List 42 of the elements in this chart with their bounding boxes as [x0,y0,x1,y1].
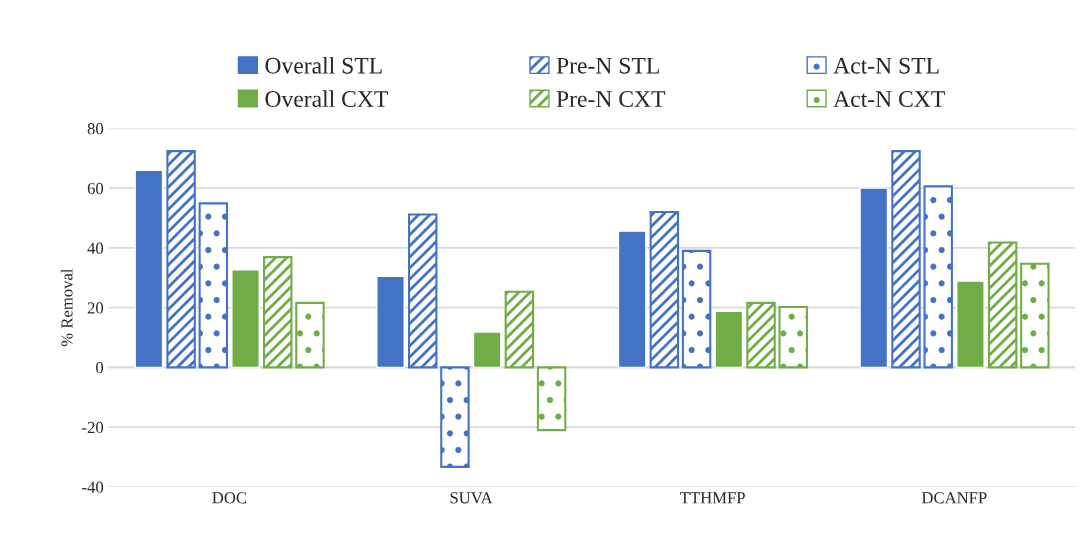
bar [472,331,502,369]
legend-label: Act-N STL [833,57,939,74]
bar [134,169,164,369]
bar [778,305,808,369]
bar [536,366,567,432]
bar [681,249,712,369]
bar [263,256,293,369]
bar [987,241,1018,369]
bar [166,150,196,369]
y-tick-label: -20 [82,421,104,434]
legend-label: Pre-N STL [556,57,659,74]
bar [956,280,985,369]
y-tick-label: 0 [96,362,104,374]
x-tick-label: DOC [212,492,247,504]
bar [923,185,953,369]
y-tick-label: 20 [87,302,104,314]
y-tick-label: 60 [87,182,104,195]
bar [617,230,647,369]
y-tick-label: 40 [87,242,104,254]
x-tick-label: SUVA [450,492,493,504]
y-tick-label: -40 [82,481,104,493]
x-tick-label: DCANFP [921,492,987,504]
legend-label: Pre-N CXT [556,91,666,107]
bar [1020,262,1050,369]
bar [891,150,921,369]
bar [376,275,405,369]
bar [440,366,470,468]
legend-label: Act-N CXT [833,91,945,107]
bar [407,213,438,369]
legend-label: Overall STL [265,57,382,74]
bar [746,301,776,369]
bar [231,268,260,369]
y-axis-title: % Removal [60,268,73,347]
bar [198,202,229,369]
bar [295,301,325,369]
bar [504,290,535,369]
y-tick-label: 80 [87,123,104,135]
bar [859,187,889,369]
x-tick-label: TTHMFP [680,492,745,504]
bar [714,310,744,369]
legend-label: Overall CXT [265,90,388,107]
bar [649,211,680,369]
